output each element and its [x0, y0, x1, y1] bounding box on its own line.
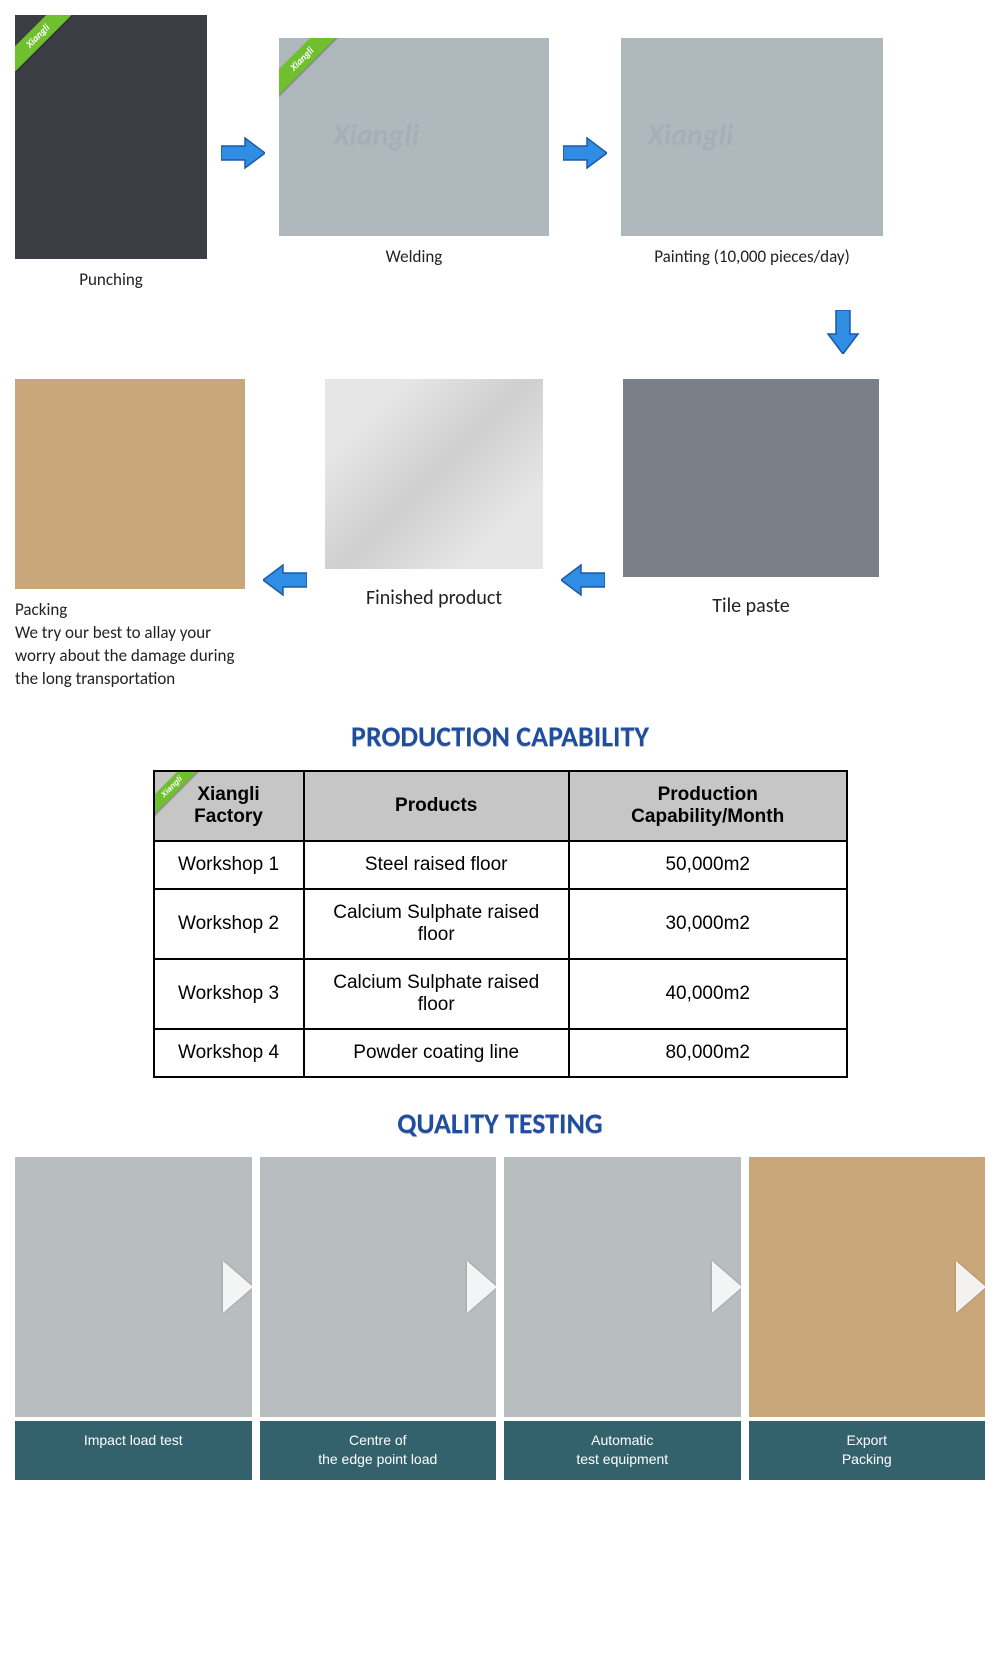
step-finished: Finished product — [325, 379, 543, 612]
arrow-left-icon — [561, 563, 605, 597]
page: Xiangli Punching Xiangli Xiangli Welding… — [0, 15, 1000, 1480]
caption-welding: Welding — [386, 246, 443, 269]
heading-quality: QUALITY TESTING — [0, 1106, 1000, 1141]
brand-ribbon: Xiangli — [15, 15, 75, 75]
photo-packing — [15, 379, 245, 589]
photo-finished — [325, 379, 543, 569]
table-row: Workshop 4 Powder coating line 80,000m2 — [154, 1029, 847, 1077]
quality-labels: Impact load test Centre of the edge poin… — [15, 1421, 985, 1481]
quality-section: Impact load test Centre of the edge poin… — [0, 1157, 1000, 1481]
flow-row-2: Packing We try our best to allay your wo… — [0, 379, 1000, 691]
table-row: Workshop 3 Calcium Sulphate raised floor… — [154, 959, 847, 1029]
caption-painting: Painting (10,000 pieces/day) — [654, 246, 850, 269]
step-painting: Xiangli Painting (10,000 pieces/day) — [621, 38, 883, 269]
table-body: Workshop 1 Steel raised floor 50,000m2 W… — [154, 841, 847, 1077]
arrow-right-icon — [221, 136, 265, 170]
photo-punching: Xiangli — [15, 15, 207, 259]
caption-punching: Punching — [79, 269, 143, 292]
col-factory: Xiangli Xiangli Factory — [154, 771, 304, 841]
photo-painting: Xiangli — [621, 38, 883, 236]
caption-tilepaste: Tile paste — [712, 593, 790, 620]
quality-label-4: Export Packing — [749, 1421, 986, 1481]
table-row: Workshop 1 Steel raised floor 50,000m2 — [154, 841, 847, 889]
quality-label-2: Centre of the edge point load — [260, 1421, 497, 1481]
col-capability: Production Capability/Month — [569, 771, 847, 841]
caption-finished: Finished product — [366, 585, 502, 612]
quality-grid — [15, 1157, 985, 1417]
quality-label-1: Impact load test — [15, 1421, 252, 1481]
photo-welding: Xiangli Xiangli — [279, 38, 549, 236]
quality-photo-2 — [260, 1157, 497, 1417]
col-products: Products — [304, 771, 569, 841]
caption-packing: Packing We try our best to allay your wo… — [15, 599, 245, 691]
arrow-left-icon — [263, 563, 307, 597]
quality-photo-1 — [15, 1157, 252, 1417]
play-triangle-icon — [223, 1261, 252, 1313]
heading-production: PRODUCTION CAPABILITY — [0, 719, 1000, 754]
arrow-down-icon — [826, 310, 860, 354]
table-row: Workshop 2 Calcium Sulphate raised floor… — [154, 889, 847, 959]
quality-photo-3 — [504, 1157, 741, 1417]
quality-label-3: Automatic test equipment — [504, 1421, 741, 1481]
play-triangle-icon — [956, 1261, 985, 1313]
table-header-row: Xiangli Xiangli Factory Products Product… — [154, 771, 847, 841]
brand-ribbon: Xiangli — [279, 38, 339, 98]
play-triangle-icon — [467, 1261, 496, 1313]
step-tilepaste: Tile paste — [623, 379, 879, 620]
photo-tilepaste — [623, 379, 879, 577]
flow-down-arrow-row — [0, 300, 1000, 364]
step-welding: Xiangli Xiangli Welding — [279, 38, 549, 269]
play-triangle-icon — [712, 1261, 741, 1313]
flow-row-1: Xiangli Punching Xiangli Xiangli Welding… — [0, 15, 1000, 292]
brand-ribbon: Xiangli — [155, 772, 199, 816]
production-table: Xiangli Xiangli Factory Products Product… — [153, 770, 848, 1078]
step-punching: Xiangli Punching — [15, 15, 207, 292]
step-packing: Packing We try our best to allay your wo… — [15, 379, 245, 691]
arrow-right-icon — [563, 136, 607, 170]
quality-photo-4 — [749, 1157, 986, 1417]
